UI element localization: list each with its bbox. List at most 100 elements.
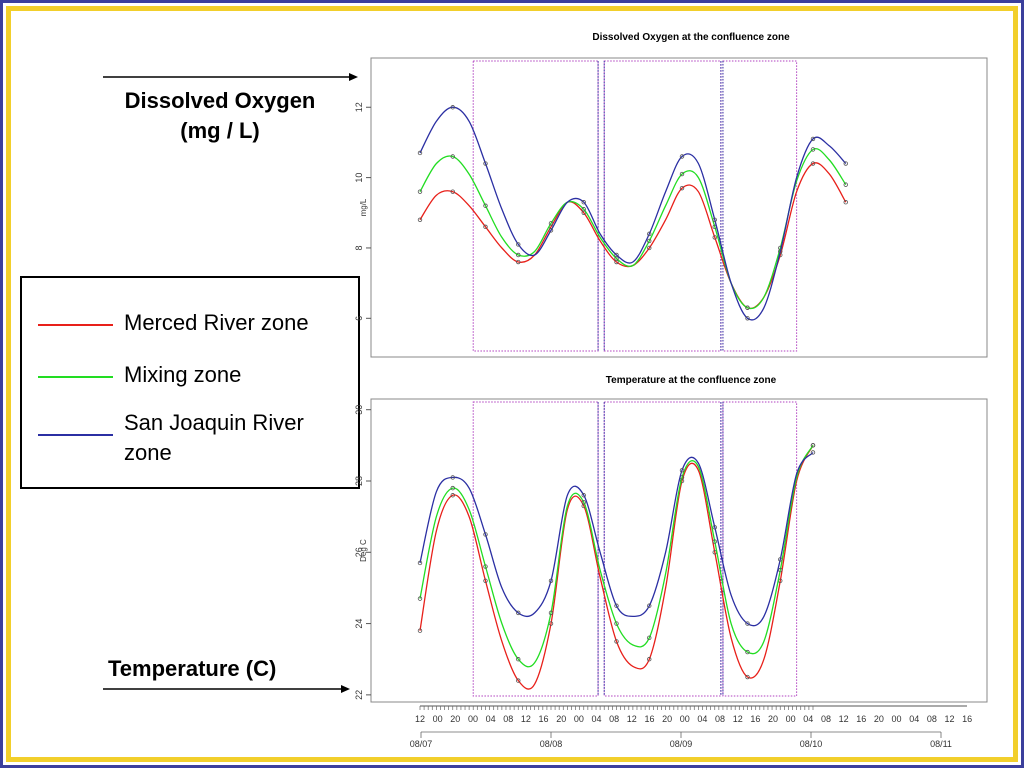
temp-point-sanjoaquin	[745, 621, 750, 626]
do-point-merced	[516, 259, 521, 265]
do-label-line1: Dissolved Oxygen	[124, 88, 316, 113]
legend-label-merced: Merced River zone	[124, 310, 309, 335]
temp-point-merced	[417, 628, 423, 633]
do-arrow	[103, 73, 358, 81]
temp-point-mixing	[483, 564, 488, 569]
do-point-merced	[843, 200, 848, 205]
do-point-sanjoaquin	[647, 231, 652, 237]
do-point-sanjoaquin	[843, 161, 848, 166]
temp-point-mixing	[417, 596, 423, 601]
legend-box: Merced River zone Mixing zone San Joaqui…	[20, 276, 360, 489]
legend-swatch-sanjoaquin	[38, 434, 113, 436]
temp-y-tick-label: 22	[354, 690, 364, 700]
do-point-mixing	[647, 238, 652, 244]
temperature-side-label: Temperature (C)	[108, 656, 277, 681]
do-window-box	[603, 60, 722, 352]
do-y-tick-label: 10	[354, 173, 364, 183]
x-date-label: 08/10	[800, 739, 823, 749]
x-tick-label: 16	[856, 714, 866, 724]
legend-swatch-mixing	[38, 376, 113, 378]
temp-point-sanjoaquin	[810, 450, 816, 455]
x-tick-label: 00	[680, 714, 690, 724]
temp-chart-title: Temperature at the confluence zone	[606, 375, 777, 386]
do-window-box	[472, 60, 599, 352]
x-date-label: 08/07	[410, 739, 433, 749]
x-tick-label: 04	[697, 714, 707, 724]
x-tick-label: 00	[892, 714, 902, 724]
do-point-sanjoaquin	[581, 200, 586, 205]
x-tick-label: 08	[927, 714, 937, 724]
temp-window-box	[472, 401, 599, 697]
x-tick-label: 08	[609, 714, 619, 724]
x-tick-label: 08	[503, 714, 513, 724]
x-date-label: 08/09	[670, 739, 693, 749]
temp-point-mixing	[581, 500, 586, 505]
do-y-axis-label: mg/L	[359, 198, 368, 216]
do-point-sanjoaquin	[778, 249, 783, 254]
temp-point-sanjoaquin	[450, 475, 455, 480]
do-point-mixing	[810, 147, 816, 152]
do-point-mixing	[843, 182, 848, 187]
x-tick-label: 12	[839, 714, 849, 724]
temp-point-sanjoaquin	[483, 532, 488, 537]
temp-point-sanjoaquin	[417, 560, 423, 566]
temp-series-sanjoaquin	[419, 452, 814, 627]
do-point-mixing	[483, 203, 488, 208]
x-tick-label: 20	[874, 714, 884, 724]
x-tick-label: 04	[486, 714, 496, 724]
temp-point-mixing	[614, 621, 619, 626]
x-tick-label: 00	[468, 714, 478, 724]
legend-swatch-merced	[38, 324, 113, 326]
do-point-mixing	[581, 207, 586, 212]
do-point-merced	[647, 245, 652, 251]
do-chart-title: Dissolved Oxygen at the confluence zone	[592, 32, 790, 43]
temp-point-mixing	[778, 567, 783, 573]
do-series-mixing	[419, 148, 847, 310]
do-point-merced	[810, 161, 816, 166]
temp-window-box	[603, 401, 722, 697]
do-series-merced	[419, 162, 847, 310]
legend-label-mixing: Mixing zone	[124, 362, 242, 387]
temperature-chart: Temperature at the confluence zone 22 24 26…	[354, 375, 988, 703]
temp-point-merced	[450, 493, 455, 498]
x-tick-label: 16	[539, 714, 549, 724]
temp-point-merced	[483, 578, 488, 583]
temp-point-sanjoaquin	[679, 468, 685, 473]
do-series-sanjoaquin	[419, 106, 847, 321]
do-point-sanjoaquin	[745, 316, 750, 321]
do-point-mixing	[679, 171, 685, 177]
do-point-sanjoaquin	[810, 136, 816, 142]
x-tick-label: 20	[768, 714, 778, 724]
x-date-label: 08/08	[540, 739, 563, 749]
temp-y-tick-label: 30	[354, 405, 364, 415]
temperature-arrow	[103, 685, 350, 693]
x-tick-label: 04	[909, 714, 919, 724]
temp-point-merced	[745, 674, 750, 680]
do-point-merced	[712, 235, 717, 240]
temp-y-tick-label: 26	[354, 547, 364, 557]
do-point-merced	[450, 189, 455, 194]
do-label-line2: (mg / L)	[180, 118, 260, 143]
x-tick-label: 16	[962, 714, 972, 724]
do-side-label: Dissolved Oxygen (mg / L)	[100, 86, 340, 146]
do-point-sanjoaquin	[417, 150, 423, 156]
do-plot-border	[370, 57, 988, 358]
temp-point-sanjoaquin	[581, 493, 586, 498]
do-y-tick-label: 12	[354, 102, 364, 112]
temp-point-sanjoaquin	[712, 525, 717, 530]
x-tick-label: 00	[574, 714, 584, 724]
x-tick-label: 16	[750, 714, 760, 724]
temp-point-merced	[516, 678, 521, 683]
temp-point-sanjoaquin	[647, 603, 652, 608]
temp-point-sanjoaquin	[614, 603, 619, 608]
do-point-sanjoaquin	[679, 154, 685, 159]
x-tick-label: 12	[521, 714, 531, 724]
x-tick-label: 04	[803, 714, 813, 724]
temp-point-sanjoaquin	[548, 578, 554, 583]
x-tick-label: 20	[450, 714, 460, 724]
x-tick-label: 08	[821, 714, 831, 724]
x-tick-label: 12	[944, 714, 954, 724]
x-tick-label: 04	[591, 714, 601, 724]
